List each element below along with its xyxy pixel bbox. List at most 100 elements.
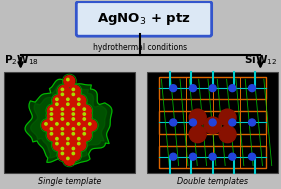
Bar bbox=[147, 72, 278, 173]
Bar bbox=[159, 111, 266, 134]
Circle shape bbox=[53, 135, 64, 146]
Circle shape bbox=[61, 147, 64, 150]
Circle shape bbox=[47, 105, 58, 116]
Circle shape bbox=[47, 115, 58, 126]
Polygon shape bbox=[31, 84, 106, 160]
Circle shape bbox=[75, 120, 86, 131]
Circle shape bbox=[72, 118, 74, 120]
Text: P$_2$W$_{18}$: P$_2$W$_{18}$ bbox=[4, 53, 38, 67]
Circle shape bbox=[53, 100, 64, 111]
FancyBboxPatch shape bbox=[76, 2, 212, 36]
Circle shape bbox=[56, 98, 58, 101]
Circle shape bbox=[69, 125, 80, 136]
Circle shape bbox=[229, 153, 236, 160]
Circle shape bbox=[61, 113, 64, 115]
Circle shape bbox=[58, 110, 69, 121]
Circle shape bbox=[47, 110, 58, 121]
Circle shape bbox=[83, 108, 85, 110]
Circle shape bbox=[75, 140, 86, 150]
Circle shape bbox=[64, 120, 75, 131]
Circle shape bbox=[78, 143, 80, 145]
Circle shape bbox=[83, 113, 85, 115]
Circle shape bbox=[209, 119, 216, 126]
Circle shape bbox=[209, 153, 216, 160]
Circle shape bbox=[69, 110, 80, 121]
Circle shape bbox=[229, 85, 236, 92]
Circle shape bbox=[72, 128, 74, 130]
Circle shape bbox=[42, 120, 53, 131]
Circle shape bbox=[72, 108, 74, 110]
Circle shape bbox=[78, 103, 80, 105]
Circle shape bbox=[83, 118, 85, 120]
Circle shape bbox=[67, 138, 69, 140]
Polygon shape bbox=[25, 79, 112, 165]
Bar bbox=[159, 77, 266, 99]
Circle shape bbox=[170, 119, 177, 126]
Circle shape bbox=[69, 149, 80, 160]
Circle shape bbox=[249, 153, 255, 160]
Circle shape bbox=[61, 93, 64, 95]
Circle shape bbox=[69, 105, 80, 116]
Circle shape bbox=[53, 140, 64, 150]
Circle shape bbox=[45, 123, 47, 125]
Circle shape bbox=[72, 88, 74, 91]
Circle shape bbox=[170, 153, 177, 160]
Circle shape bbox=[67, 143, 69, 145]
Circle shape bbox=[67, 103, 69, 105]
Circle shape bbox=[72, 152, 74, 155]
Circle shape bbox=[86, 120, 97, 131]
Circle shape bbox=[219, 109, 236, 126]
Circle shape bbox=[189, 119, 196, 126]
Circle shape bbox=[78, 138, 80, 140]
Circle shape bbox=[53, 120, 64, 131]
Circle shape bbox=[64, 76, 75, 86]
Circle shape bbox=[47, 130, 58, 141]
Circle shape bbox=[189, 153, 196, 160]
Circle shape bbox=[67, 98, 69, 101]
Circle shape bbox=[58, 130, 69, 141]
Circle shape bbox=[69, 115, 80, 126]
Circle shape bbox=[219, 126, 236, 143]
Circle shape bbox=[64, 135, 75, 146]
Circle shape bbox=[72, 133, 74, 135]
Circle shape bbox=[209, 85, 216, 92]
Circle shape bbox=[80, 105, 91, 116]
Circle shape bbox=[50, 108, 53, 110]
Circle shape bbox=[229, 119, 236, 126]
Circle shape bbox=[189, 126, 206, 143]
Text: hydrothermal conditions: hydrothermal conditions bbox=[93, 43, 187, 52]
Circle shape bbox=[56, 123, 58, 125]
Circle shape bbox=[47, 125, 58, 136]
Circle shape bbox=[75, 95, 86, 106]
Circle shape bbox=[80, 125, 91, 136]
Bar bbox=[159, 146, 266, 168]
Circle shape bbox=[58, 125, 69, 136]
Circle shape bbox=[83, 133, 85, 135]
Circle shape bbox=[75, 135, 86, 146]
Circle shape bbox=[61, 128, 64, 130]
Circle shape bbox=[189, 85, 196, 92]
Circle shape bbox=[61, 88, 64, 91]
Circle shape bbox=[50, 118, 53, 120]
Circle shape bbox=[56, 103, 58, 105]
Circle shape bbox=[80, 110, 91, 121]
Circle shape bbox=[69, 145, 80, 156]
Circle shape bbox=[69, 85, 80, 96]
Text: SiW$_{12}$: SiW$_{12}$ bbox=[244, 53, 277, 67]
Circle shape bbox=[53, 95, 64, 106]
Circle shape bbox=[64, 95, 75, 106]
Circle shape bbox=[69, 130, 80, 141]
Circle shape bbox=[61, 118, 64, 120]
Circle shape bbox=[58, 149, 69, 160]
Text: Double templates: Double templates bbox=[177, 177, 248, 186]
Circle shape bbox=[83, 128, 85, 130]
Circle shape bbox=[61, 152, 64, 155]
Circle shape bbox=[64, 154, 75, 165]
Circle shape bbox=[80, 130, 91, 141]
Circle shape bbox=[72, 147, 74, 150]
Bar bbox=[4, 72, 135, 173]
Circle shape bbox=[72, 93, 74, 95]
Circle shape bbox=[80, 115, 91, 126]
Circle shape bbox=[189, 109, 206, 126]
Circle shape bbox=[72, 113, 74, 115]
